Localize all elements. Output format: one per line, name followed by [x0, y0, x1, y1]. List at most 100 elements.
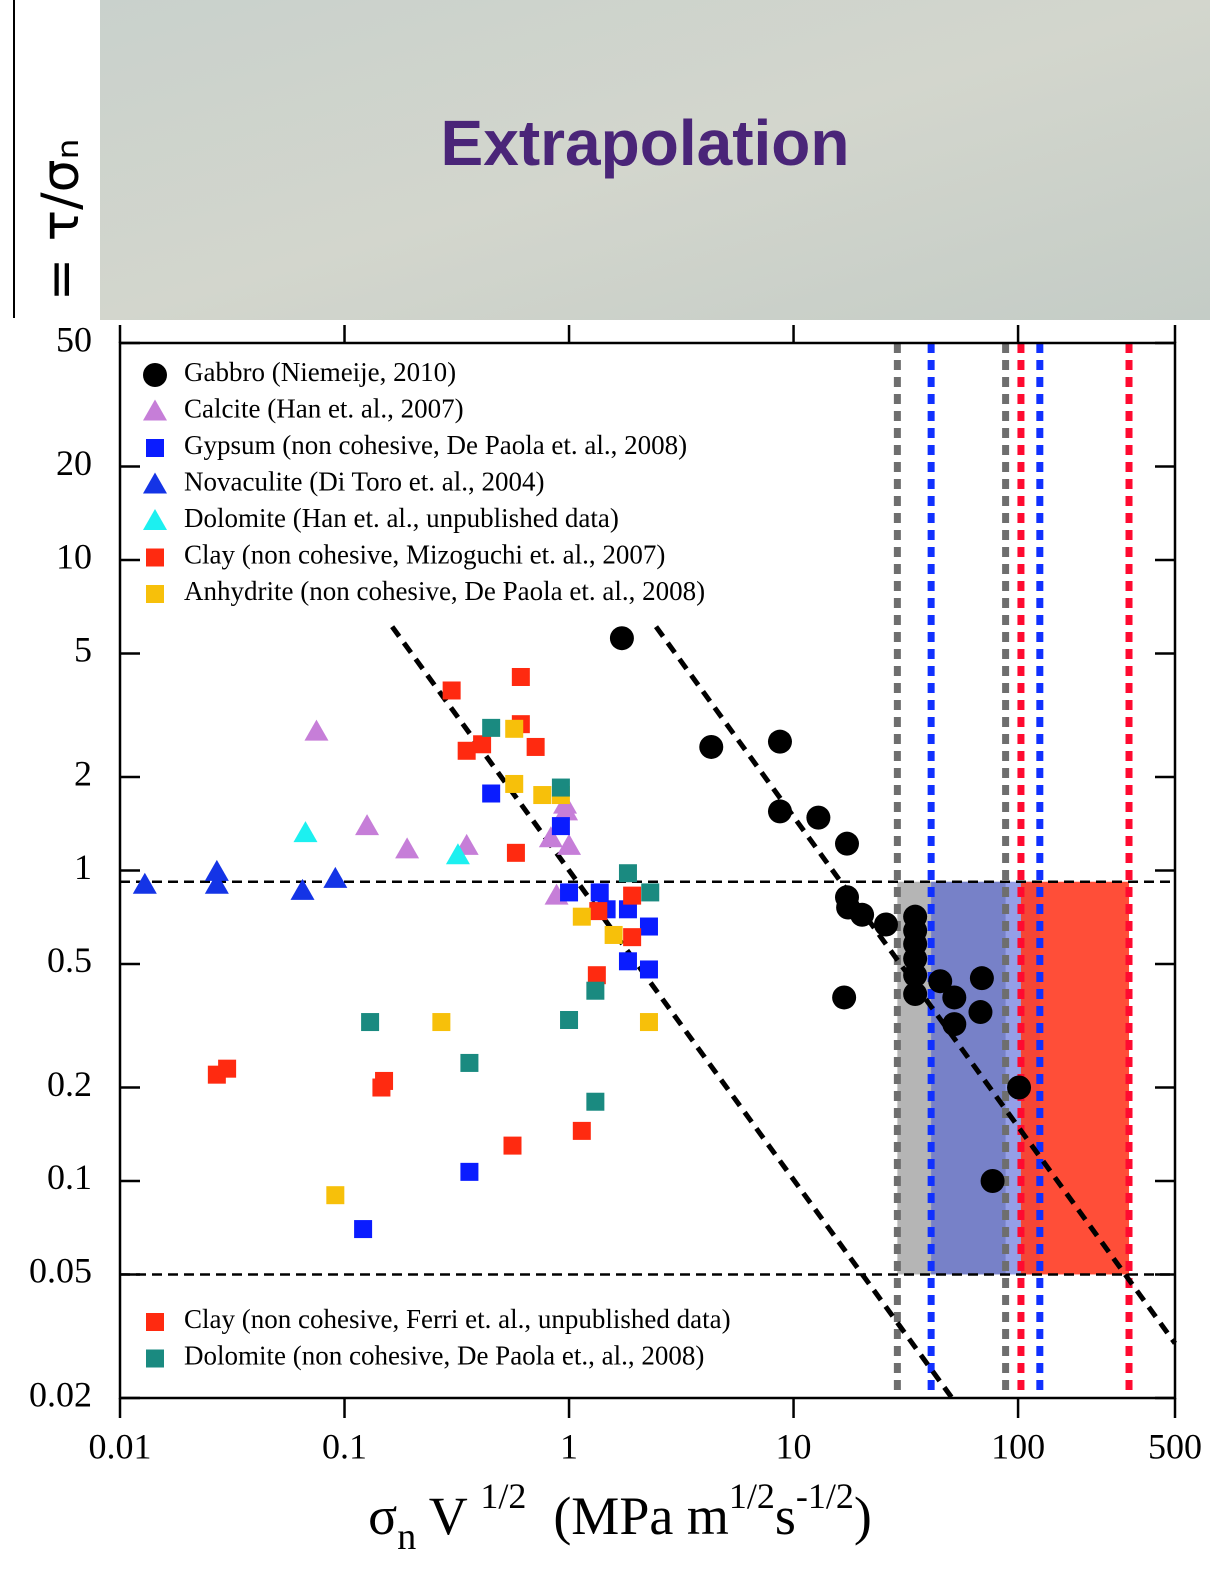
x-tick-label: 0.01: [89, 1426, 152, 1466]
data-point: [767, 729, 792, 754]
data-point: [304, 719, 329, 741]
data-point: [560, 883, 579, 902]
y-tick-label: 2: [74, 753, 92, 793]
legend-label: Gabbro (Niemeije, 2010): [184, 357, 456, 387]
legend-entry: Dolomite (non cohesive, De Paola et., al…: [146, 1341, 704, 1371]
data-point: [375, 1071, 394, 1090]
legend-label: Clay (non cohesive, Ferri et. al., unpub…: [184, 1304, 731, 1334]
legend-marker: [146, 548, 164, 567]
legend-marker: [143, 399, 167, 421]
data-point: [903, 963, 928, 988]
legend-entry: Novaculite (Di Toro et. al., 2004): [143, 467, 545, 497]
data-point: [832, 985, 857, 1010]
legend-marker: [146, 439, 164, 457]
data-point: [482, 718, 501, 737]
data-point: [618, 864, 637, 883]
data-point: [361, 1013, 380, 1032]
legend-label: Gypsum (non cohesive, De Paola et. al., …: [184, 430, 687, 460]
y-tick-label: 20: [56, 443, 92, 483]
legend-marker: [146, 1313, 164, 1331]
data-point: [969, 966, 994, 991]
data-point: [395, 837, 420, 859]
data-point: [482, 784, 501, 803]
legend-label: Novaculite (Di Toro et. al., 2004): [184, 467, 545, 497]
y-tick-label: 5: [74, 630, 92, 670]
legend-entry: Calcite (Han et. al., 2007): [143, 394, 464, 424]
x-label-part: 1/2: [480, 1476, 526, 1516]
x-label-part: ): [854, 1486, 872, 1546]
y-tick-label: 0.1: [47, 1157, 92, 1197]
data-point: [806, 805, 831, 830]
legend-label: Dolomite (non cohesive, De Paola et., al…: [184, 1341, 704, 1371]
y-tick-label: 1: [74, 847, 92, 887]
x-label-part: (MPa m: [526, 1486, 729, 1546]
legend-marker: [146, 585, 164, 603]
legend-entry: Clay (non cohesive, Ferri et. al., unpub…: [146, 1304, 731, 1334]
y-tick-label: 0.05: [29, 1251, 92, 1291]
x-label-part: 1/2: [729, 1476, 775, 1516]
data-point: [506, 843, 525, 862]
data-point: [639, 917, 658, 936]
data-point: [572, 907, 591, 926]
legend-marker: [143, 472, 167, 494]
data-point: [586, 981, 605, 1000]
x-label-part: V: [416, 1486, 480, 1546]
data-point: [460, 1162, 479, 1181]
data-point: [587, 966, 606, 985]
chart-title: Extrapolation: [441, 107, 850, 179]
data-point: [503, 1136, 522, 1155]
data-point: [557, 833, 582, 855]
y-axis-label: = τ/σₙ: [31, 139, 91, 302]
data-point: [980, 1168, 1005, 1193]
data-point: [354, 1220, 373, 1239]
x-label-part: -1/2: [796, 1476, 854, 1516]
data-point: [457, 741, 476, 760]
legend-marker: [143, 509, 167, 530]
data-point: [560, 1010, 579, 1029]
data-point: [589, 902, 608, 921]
data-point: [928, 969, 953, 994]
data-point: [551, 778, 570, 797]
data-point: [505, 719, 524, 738]
data-point: [572, 1121, 591, 1140]
x-tick-label: 1: [560, 1426, 578, 1466]
data-point: [639, 960, 658, 979]
legend-marker: [146, 1349, 164, 1368]
data-point: [554, 799, 579, 821]
data-point: [323, 866, 348, 888]
data-point: [204, 872, 229, 894]
legend-entry: Dolomite (Han et. al., unpublished data): [143, 503, 619, 533]
data-point: [618, 952, 637, 971]
data-point: [526, 737, 545, 756]
data-point: [618, 900, 637, 919]
data-point: [639, 1013, 658, 1032]
legend-label: Anhydrite (non cohesive, De Paola et. al…: [184, 576, 705, 606]
data-point: [699, 734, 724, 759]
y-tick-label: 0.5: [47, 940, 92, 980]
data-point: [460, 1053, 479, 1072]
data-point: [293, 821, 318, 843]
data-point: [942, 985, 967, 1010]
legend-entry: Clay (non cohesive, Mizoguchi et. al., 2…: [146, 540, 665, 570]
y-tick-label: 0.2: [47, 1064, 92, 1104]
data-point: [586, 1092, 605, 1111]
plot-area: 0.02 0.05 0.1 0.2 0.5 1 2 5 10 20 50 0.01 0.1 1 10 100 5…: [29, 319, 1202, 1466]
data-point: [326, 1186, 345, 1205]
y-tick-label: 50: [56, 319, 92, 359]
x-label-part: σ: [368, 1486, 397, 1546]
data-point: [623, 928, 642, 947]
data-point: [942, 1012, 967, 1037]
data-point: [505, 774, 524, 793]
header-background: [100, 0, 1210, 320]
data-point: [767, 799, 792, 824]
data-point: [873, 912, 898, 937]
data-point: [551, 817, 570, 836]
data-point: [968, 1000, 993, 1025]
y-tick-label: 0.02: [29, 1374, 92, 1414]
x-axis-label: σn V 1/2 (MPa m1/2s-1/2): [368, 1476, 872, 1557]
data-point: [834, 831, 859, 856]
data-point: [132, 872, 157, 894]
data-point: [538, 826, 563, 848]
